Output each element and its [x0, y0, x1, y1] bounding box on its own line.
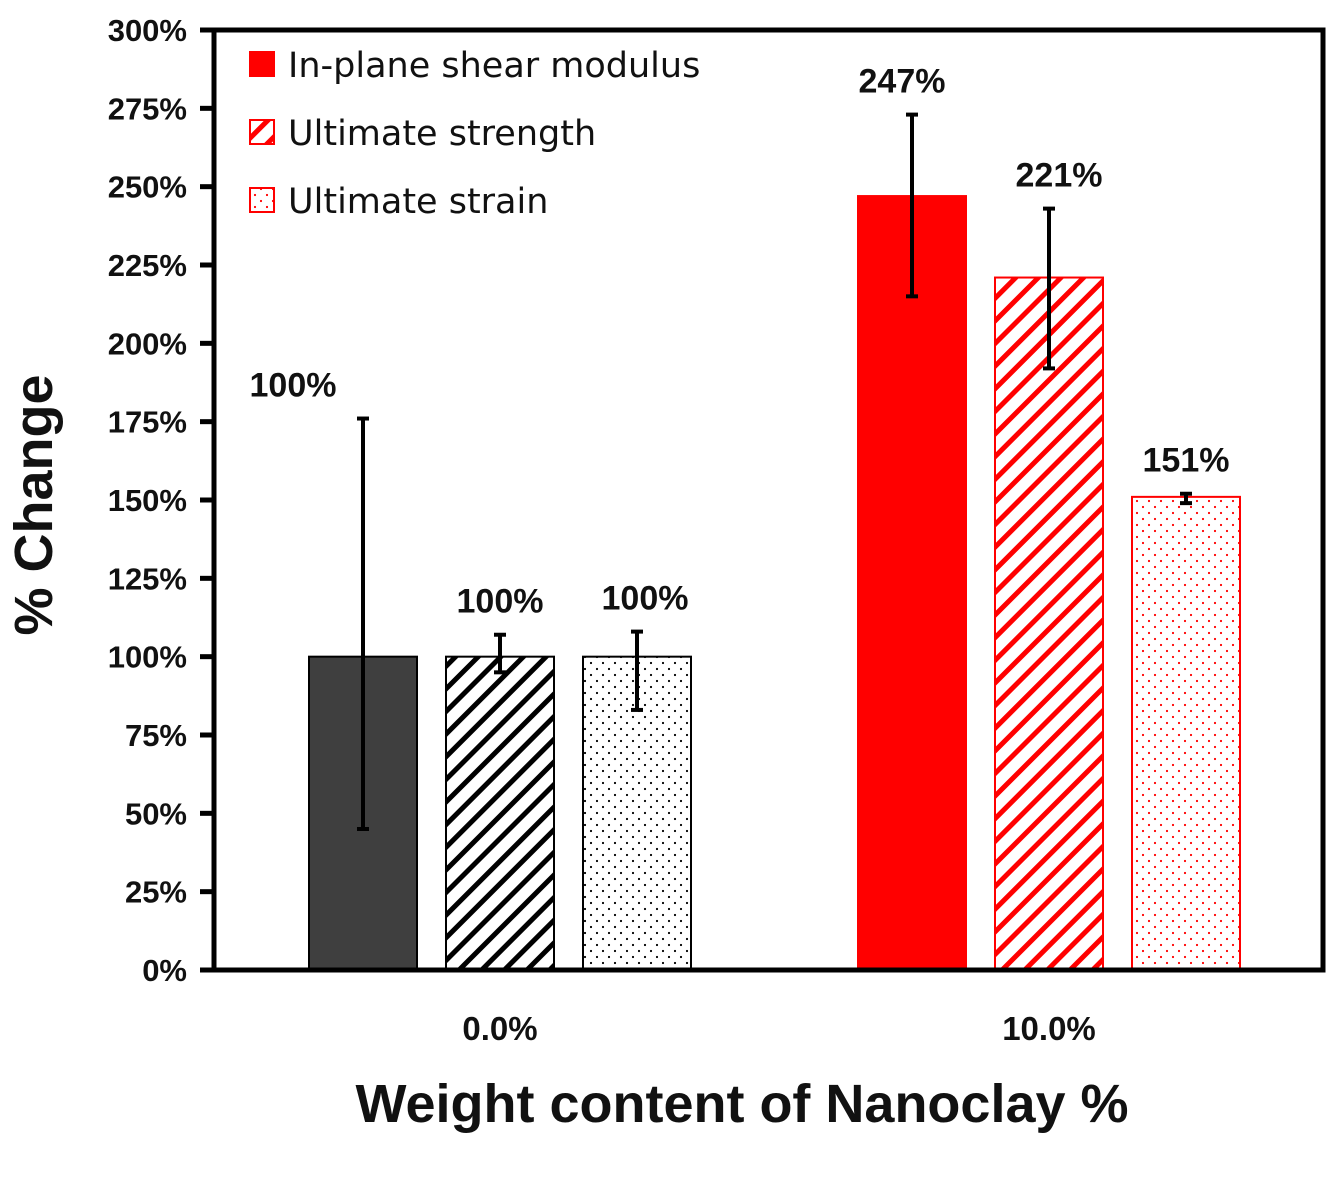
bar-hatch-control [445, 655, 555, 972]
legend-swatch-solid [249, 51, 275, 77]
data-label: 100% [250, 367, 337, 405]
legend-swatch-dots [249, 187, 275, 213]
legend-label: Ultimate strength [288, 114, 596, 154]
y-tick-label: 200% [108, 326, 187, 361]
y-tick-label: 250% [108, 170, 187, 205]
y-axis-title: % Change [4, 374, 64, 635]
x-category-label: 0.0% [462, 1010, 537, 1047]
y-tick-label: 75% [125, 718, 187, 753]
data-label: 221% [1016, 157, 1103, 195]
y-tick-label: 25% [125, 875, 187, 910]
bar-hatch-nanoclay [994, 276, 1104, 971]
data-label: 100% [457, 583, 544, 621]
y-tick-label: 225% [108, 248, 187, 283]
data-label: 151% [1143, 442, 1230, 480]
error-bars-group [357, 112, 1192, 831]
y-tick-label: 100% [108, 640, 187, 675]
y-tick-label: 50% [125, 796, 187, 831]
data-label: 100% [602, 580, 689, 618]
legend-label: Ultimate strain [288, 182, 548, 222]
y-axis: 0% 25% 50% 75% 100% 125% 150% 175% 200% 225% 250% 2… [108, 13, 214, 988]
y-tick-label: 0% [142, 953, 187, 988]
bar-solid-nanoclay [857, 195, 967, 972]
y-tick-label: 150% [108, 483, 187, 518]
legend-swatch-hatch [249, 119, 275, 145]
x-axis-title: Weight content of Nanoclay % [355, 1074, 1128, 1134]
legend: In-plane shear modulus Ultimate strength U… [249, 46, 700, 222]
bars-group [308, 195, 1241, 972]
y-tick-label: 300% [108, 13, 187, 48]
data-label: 247% [859, 63, 946, 101]
data-labels-group: 100% 247% 100% 221% 100% 151% [250, 63, 1230, 621]
legend-label: In-plane shear modulus [288, 46, 700, 86]
y-tick-label: 125% [108, 561, 187, 596]
bar-dots-nanoclay [1131, 495, 1241, 971]
x-axis: 0.0% 10.0% [462, 1010, 1095, 1047]
y-tick-label: 275% [108, 91, 187, 126]
y-tick-label: 175% [108, 405, 187, 440]
x-category-label: 10.0% [1002, 1010, 1096, 1047]
